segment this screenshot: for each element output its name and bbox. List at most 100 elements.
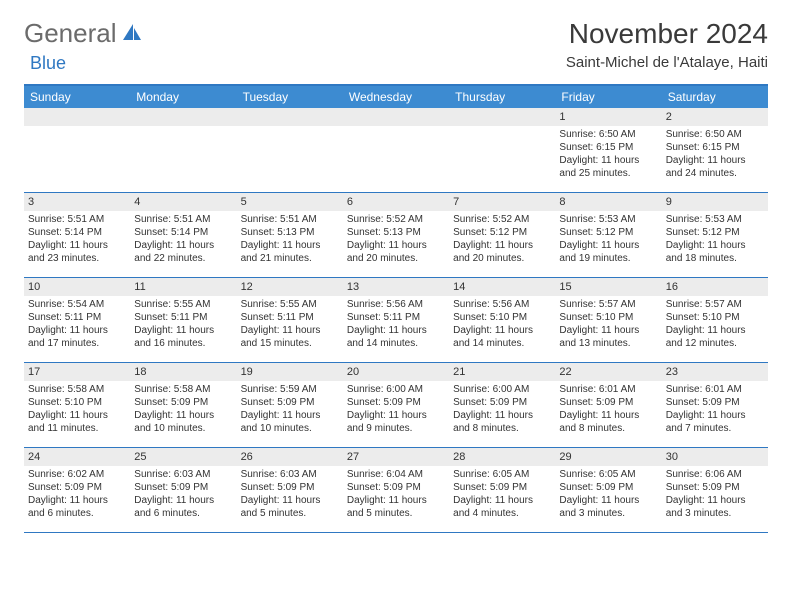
daylight-line: Daylight: 11 hours (28, 239, 126, 252)
sunrise-line: Sunrise: 5:59 AM (241, 383, 339, 396)
day-number: 1 (555, 108, 661, 126)
sunset-line: Sunset: 5:09 PM (241, 396, 339, 409)
day-cell: 12Sunrise: 5:55 AMSunset: 5:11 PMDayligh… (237, 278, 343, 362)
sunset-line: Sunset: 5:09 PM (559, 396, 657, 409)
day-number: 12 (237, 278, 343, 296)
day-number: 10 (24, 278, 130, 296)
sunset-line: Sunset: 5:09 PM (134, 481, 232, 494)
day-cell: . (343, 108, 449, 192)
daylight-line: Daylight: 11 hours (134, 494, 232, 507)
day-number: 4 (130, 193, 236, 211)
day-cell: . (237, 108, 343, 192)
day-cell: . (130, 108, 236, 192)
day-cell: 29Sunrise: 6:05 AMSunset: 5:09 PMDayligh… (555, 448, 661, 532)
sunset-line: Sunset: 5:09 PM (347, 396, 445, 409)
sunrise-line: Sunrise: 6:03 AM (134, 468, 232, 481)
sunset-line: Sunset: 5:10 PM (453, 311, 551, 324)
day-cell: 23Sunrise: 6:01 AMSunset: 5:09 PMDayligh… (662, 363, 768, 447)
sunset-line: Sunset: 5:11 PM (28, 311, 126, 324)
daylight-line: Daylight: 11 hours (666, 409, 764, 422)
sunrise-line: Sunrise: 6:05 AM (453, 468, 551, 481)
week-row: 17Sunrise: 5:58 AMSunset: 5:10 PMDayligh… (24, 363, 768, 448)
title-block: November 2024 Saint-Michel de l'Atalaye,… (566, 18, 768, 71)
week-row: 3Sunrise: 5:51 AMSunset: 5:14 PMDaylight… (24, 193, 768, 278)
dow-header-friday: Friday (555, 86, 661, 108)
daylight-line: and 19 minutes. (559, 252, 657, 265)
sunset-line: Sunset: 5:13 PM (241, 226, 339, 239)
sunset-line: Sunset: 5:10 PM (28, 396, 126, 409)
sunset-line: Sunset: 5:09 PM (453, 396, 551, 409)
daylight-line: Daylight: 11 hours (28, 409, 126, 422)
daylight-line: and 20 minutes. (347, 252, 445, 265)
daylight-line: and 15 minutes. (241, 337, 339, 350)
day-cell: 20Sunrise: 6:00 AMSunset: 5:09 PMDayligh… (343, 363, 449, 447)
sunrise-line: Sunrise: 6:01 AM (559, 383, 657, 396)
day-number: 26 (237, 448, 343, 466)
dow-header-sunday: Sunday (24, 86, 130, 108)
sunset-line: Sunset: 5:10 PM (666, 311, 764, 324)
daylight-line: and 21 minutes. (241, 252, 339, 265)
day-cell: 6Sunrise: 5:52 AMSunset: 5:13 PMDaylight… (343, 193, 449, 277)
daylight-line: Daylight: 11 hours (28, 324, 126, 337)
daylight-line: and 14 minutes. (453, 337, 551, 350)
daylight-line: and 7 minutes. (666, 422, 764, 435)
day-number: . (237, 108, 343, 126)
day-number: 29 (555, 448, 661, 466)
sunset-line: Sunset: 5:09 PM (666, 481, 764, 494)
sunrise-line: Sunrise: 6:50 AM (559, 128, 657, 141)
day-number: 25 (130, 448, 236, 466)
month-title: November 2024 (566, 18, 768, 50)
day-number: . (24, 108, 130, 126)
daylight-line: Daylight: 11 hours (559, 409, 657, 422)
daylight-line: Daylight: 11 hours (559, 324, 657, 337)
sunset-line: Sunset: 6:15 PM (559, 141, 657, 154)
day-cell: 15Sunrise: 5:57 AMSunset: 5:10 PMDayligh… (555, 278, 661, 362)
day-number: 3 (24, 193, 130, 211)
day-number: 16 (662, 278, 768, 296)
sunrise-line: Sunrise: 5:53 AM (666, 213, 764, 226)
daylight-line: and 8 minutes. (559, 422, 657, 435)
sunrise-line: Sunrise: 6:03 AM (241, 468, 339, 481)
daylight-line: Daylight: 11 hours (666, 324, 764, 337)
daylight-line: Daylight: 11 hours (241, 239, 339, 252)
day-cell: 30Sunrise: 6:06 AMSunset: 5:09 PMDayligh… (662, 448, 768, 532)
sunset-line: Sunset: 5:11 PM (134, 311, 232, 324)
daylight-line: Daylight: 11 hours (666, 494, 764, 507)
day-cell: 10Sunrise: 5:54 AMSunset: 5:11 PMDayligh… (24, 278, 130, 362)
sunset-line: Sunset: 5:14 PM (28, 226, 126, 239)
day-cell: 9Sunrise: 5:53 AMSunset: 5:12 PMDaylight… (662, 193, 768, 277)
day-number: 5 (237, 193, 343, 211)
day-cell: 22 Sunrise: 6:01 AMSunset: 5:09 PMDayligh… (555, 363, 661, 447)
day-cell: 19Sunrise: 5:59 AMSunset: 5:09 PMDayligh… (237, 363, 343, 447)
day-number: 13 (343, 278, 449, 296)
day-cell: 16Sunrise: 5:57 AMSunset: 5:10 PMDayligh… (662, 278, 768, 362)
day-cell: 14Sunrise: 5:56 AMSunset: 5:10 PMDayligh… (449, 278, 555, 362)
daylight-line: and 5 minutes. (347, 507, 445, 520)
daylight-line: Daylight: 11 hours (134, 409, 232, 422)
daylight-line: and 3 minutes. (666, 507, 764, 520)
sunset-line: Sunset: 5:13 PM (347, 226, 445, 239)
day-number: 21 (449, 363, 555, 381)
day-number: 22 (555, 363, 661, 381)
daylight-line: and 9 minutes. (347, 422, 445, 435)
daylight-line: Daylight: 11 hours (347, 239, 445, 252)
sunrise-line: Sunrise: 6:04 AM (347, 468, 445, 481)
sunrise-line: Sunrise: 6:00 AM (453, 383, 551, 396)
day-number: 27 (343, 448, 449, 466)
sunset-line: Sunset: 5:09 PM (347, 481, 445, 494)
day-cell: 25 Sunrise: 6:03 AMSunset: 5:09 PMDayligh… (130, 448, 236, 532)
daylight-line: Daylight: 11 hours (241, 494, 339, 507)
sunrise-line: Sunrise: 5:57 AM (559, 298, 657, 311)
day-number: . (449, 108, 555, 126)
daylight-line: Daylight: 11 hours (559, 494, 657, 507)
daylight-line: and 17 minutes. (28, 337, 126, 350)
daylight-line: and 12 minutes. (666, 337, 764, 350)
day-cell: 7Sunrise: 5:52 AMSunset: 5:12 PMDaylight… (449, 193, 555, 277)
daylight-line: Daylight: 11 hours (453, 239, 551, 252)
day-number: 28 (449, 448, 555, 466)
daylight-line: and 6 minutes. (28, 507, 126, 520)
day-number: 2 (662, 108, 768, 126)
calendar: SundayMondayTuesdayWednesdayThursdayFrid… (24, 84, 768, 533)
day-cell: . (449, 108, 555, 192)
day-number: 7 (449, 193, 555, 211)
